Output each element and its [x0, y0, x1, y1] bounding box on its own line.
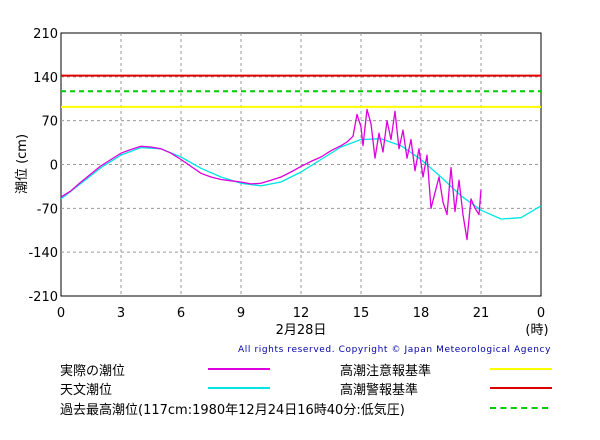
x-unit-label: (時) — [525, 323, 548, 338]
x-tick-label-0: 0 — [57, 306, 65, 321]
legend-astronomical-line — [208, 387, 270, 389]
x-tick-labels: 0 3 6 9 12 15 18 21 0 — [57, 306, 545, 321]
legend-advisory-label: 高潮注意報基準 — [340, 364, 432, 379]
x-tick-label-3: 9 — [237, 306, 245, 321]
x-tick-label-7: 21 — [473, 306, 490, 321]
legend-actual-line — [208, 368, 270, 370]
legend-astronomical-label: 天文潮位 — [60, 383, 113, 398]
y-tick-label-6: -210 — [28, 290, 58, 305]
y-tick-label-0: 210 — [33, 27, 58, 42]
grid — [61, 33, 541, 296]
legend-warning-label: 高潮警報基準 — [340, 383, 419, 398]
series-lines — [60, 108, 542, 241]
y-tick-label-3: 0 — [50, 159, 58, 174]
x-tick-label-4: 12 — [293, 306, 310, 321]
legend-actual-label: 実際の潮位 — [60, 364, 126, 379]
series-line-0 — [60, 108, 482, 241]
x-axis-label: 2月28日 — [276, 323, 327, 338]
x-tick-label-8: 0 — [537, 306, 545, 321]
y-tick-label-5: -140 — [28, 246, 58, 261]
copyright: All rights reserved. Copyright © Japan M… — [238, 345, 551, 355]
y-tick-label-2: 70 — [41, 115, 58, 130]
y-axis-label: 潮位 (cm) — [15, 134, 30, 194]
y-tick-label-4: -70 — [37, 202, 58, 217]
y-tick-label-1: 140 — [33, 71, 58, 86]
legend-warning-line — [490, 387, 552, 389]
x-tick-label-1: 3 — [117, 306, 125, 321]
y-tick-labels: 210 140 70 0 -70 -140 -210 — [28, 27, 58, 305]
legend-record-line — [490, 407, 548, 409]
legend-advisory-line — [490, 368, 552, 370]
x-tick-label-5: 15 — [353, 306, 370, 321]
threshold-lines — [61, 74, 541, 108]
x-tick-label-2: 6 — [177, 306, 185, 321]
legend-record-label: 過去最高潮位(117cm:1980年12月24日16時40分:低気圧) — [60, 403, 405, 418]
x-tick-label-6: 18 — [413, 306, 430, 321]
